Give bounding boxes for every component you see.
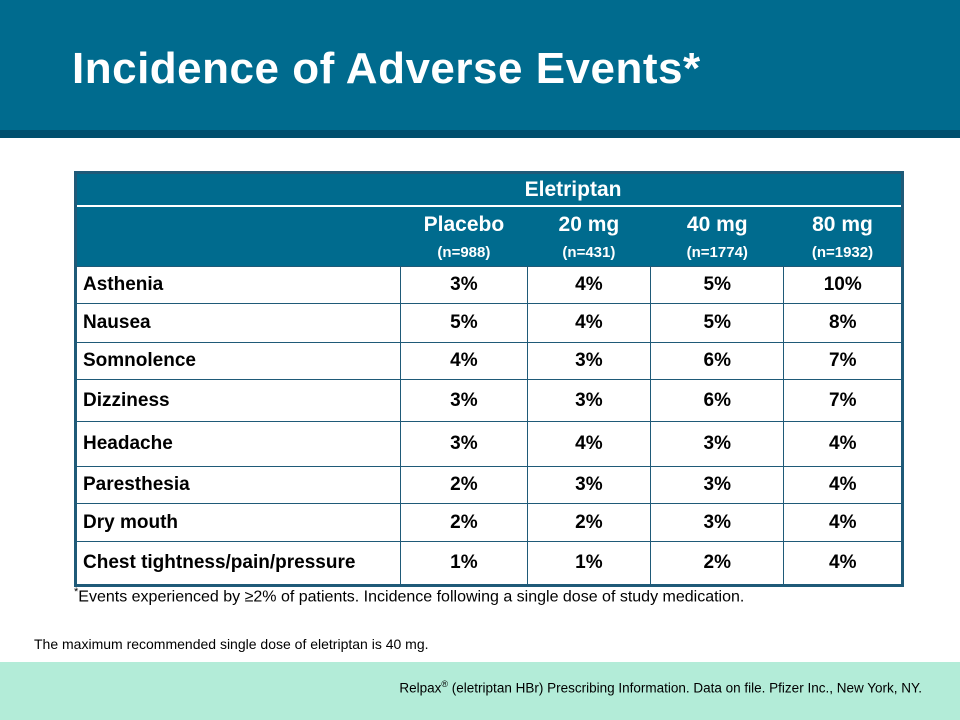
cell-value: 3%: [526, 342, 652, 380]
cell-value: 1%: [400, 541, 528, 587]
header-spacer: [73, 206, 401, 267]
table-column-header-row: Placebo (n=988) 20 mg (n=431) 40 mg (n=1…: [73, 206, 904, 267]
reference-brand: Relpax: [399, 680, 442, 696]
row-label: Dry mouth: [73, 503, 402, 542]
table-group-header-row: Eletriptan: [73, 171, 904, 207]
cell-value: 2%: [400, 466, 528, 504]
reference-citation: Relpax® (eletriptan HBr) Prescribing Inf…: [399, 679, 922, 696]
title-bar: [0, 0, 960, 130]
cell-value: 5%: [650, 266, 785, 304]
column-name: 40 mg: [686, 213, 748, 236]
row-label: Asthenia: [73, 266, 402, 304]
table-row: Chest tightness/pain/pressure 1% 1% 2% 4…: [73, 541, 904, 587]
cell-value: 3%: [650, 421, 785, 467]
cell-value: 4%: [526, 303, 652, 343]
cell-value: 3%: [526, 379, 652, 422]
cell-value: 4%: [783, 541, 904, 587]
column-n: (n=1932): [811, 244, 874, 261]
column-header-placebo: Placebo (n=988): [400, 206, 528, 267]
cell-value: 3%: [650, 466, 785, 504]
column-header-80mg: 80 mg (n=1932): [783, 206, 904, 267]
cell-value: 6%: [650, 379, 785, 422]
cell-value: 3%: [400, 379, 528, 422]
column-header-40mg: 40 mg (n=1774): [650, 206, 784, 267]
cell-value: 2%: [526, 503, 652, 542]
row-label: Chest tightness/pain/pressure: [73, 541, 402, 587]
cell-value: 7%: [783, 379, 904, 422]
dose-note: The maximum recommended single dose of e…: [34, 636, 429, 652]
cell-value: 8%: [783, 303, 904, 343]
cell-value: 1%: [526, 541, 652, 587]
header-spacer: [73, 171, 401, 207]
footnote-marker: *: [74, 586, 79, 598]
column-name: 20 mg: [558, 213, 620, 236]
footnote-text: Events experienced by ≥2% of patients. I…: [78, 588, 745, 606]
adverse-events-table: Eletriptan Placebo (n=988) 20 mg (n=431)…: [73, 171, 904, 587]
column-n: (n=988): [437, 244, 491, 261]
row-label: Paresthesia: [73, 466, 402, 504]
reference-bar: [0, 662, 960, 720]
cell-value: 5%: [650, 303, 785, 343]
cell-value: 2%: [650, 541, 785, 587]
cell-value: 2%: [400, 503, 528, 542]
row-label: Somnolence: [73, 342, 402, 380]
table-row: Dry mouth 2% 2% 3% 4%: [73, 503, 904, 542]
registered-mark: ®: [441, 679, 449, 689]
title-rule: [0, 130, 960, 138]
column-name: 80 mg: [812, 213, 873, 236]
row-label: Headache: [73, 421, 402, 467]
page-title: Incidence of Adverse Events*: [72, 44, 701, 93]
column-name: Placebo: [423, 213, 505, 236]
row-label: Dizziness: [73, 379, 402, 422]
cell-value: 4%: [783, 466, 904, 504]
cell-value: 4%: [526, 421, 652, 467]
row-label: Nausea: [73, 303, 402, 343]
cell-value: 4%: [400, 342, 528, 380]
reference-text: (eletriptan HBr) Prescribing Information…: [448, 680, 922, 696]
cell-value: 4%: [783, 503, 904, 542]
cell-value: 5%: [400, 303, 528, 343]
footnote: *Events experienced by ≥2% of patients. …: [74, 586, 744, 606]
cell-value: 4%: [526, 266, 652, 304]
cell-value: 3%: [650, 503, 785, 542]
table-row: Dizziness 3% 3% 6% 7%: [73, 379, 904, 422]
table-row: Paresthesia 2% 3% 3% 4%: [73, 466, 904, 504]
cell-value: 7%: [783, 342, 904, 380]
cell-value: 3%: [400, 421, 528, 467]
table-row: Somnolence 4% 3% 6% 7%: [73, 342, 904, 380]
column-n: (n=431): [562, 244, 616, 261]
group-header-eletriptan: Eletriptan: [400, 171, 904, 207]
cell-value: 3%: [526, 466, 652, 504]
cell-value: 10%: [783, 266, 904, 304]
cell-value: 4%: [783, 421, 904, 467]
table-row: Headache 3% 4% 3% 4%: [73, 421, 904, 467]
cell-value: 3%: [400, 266, 528, 304]
cell-value: 6%: [650, 342, 785, 380]
table-row: Asthenia 3% 4% 5% 10%: [73, 266, 904, 304]
column-n: (n=1774): [686, 244, 748, 261]
table-row: Nausea 5% 4% 5% 8%: [73, 303, 904, 343]
column-header-20mg: 20 mg (n=431): [527, 206, 651, 267]
